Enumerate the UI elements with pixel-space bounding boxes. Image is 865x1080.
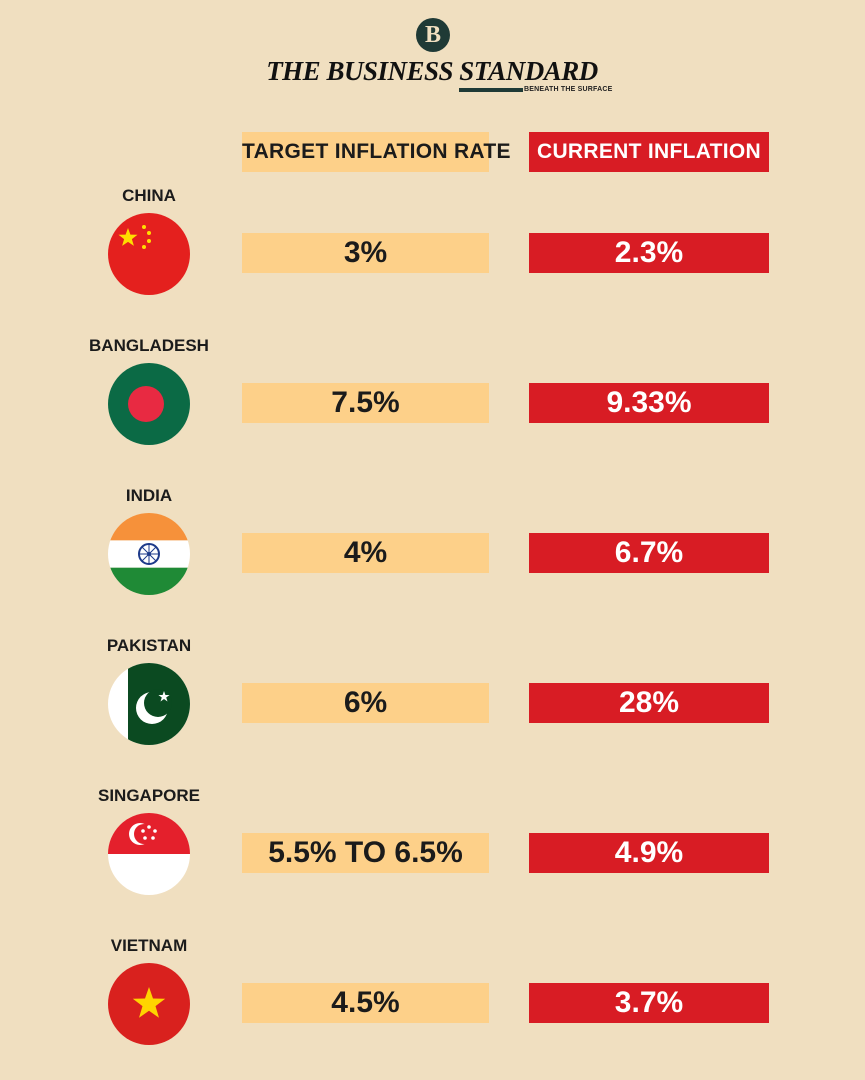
country-label-vietnam: VIETNAM — [110, 936, 188, 955]
column-header-target: TARGET INFLATION RATE — [242, 132, 510, 172]
current-value-china: 2.3% — [529, 233, 769, 273]
logo-title: THE BUSINESS STANDARD — [266, 56, 598, 86]
vietnam-flag-icon — [108, 963, 190, 1045]
current-value-singapore: 4.9% — [529, 833, 769, 873]
india-flag-icon — [108, 513, 190, 595]
logo-badge: B — [416, 18, 450, 52]
singapore-flag-icon — [108, 813, 190, 895]
current-value-bangladesh: 9.33% — [529, 383, 769, 423]
logo-tagline: BENEATH THE SURFACE — [524, 86, 613, 93]
target-value-china: 3% — [242, 233, 489, 273]
country-label-china: CHINA — [122, 186, 176, 205]
country-label-bangladesh: BANGLADESH — [89, 336, 209, 355]
current-value-india: 6.7% — [529, 533, 769, 573]
target-value-bangladesh: 7.5% — [242, 383, 489, 423]
target-value-pakistan: 6% — [242, 683, 489, 723]
bangladesh-flag-icon — [108, 363, 190, 445]
column-header-current: CURRENT INFLATION — [529, 132, 769, 172]
china-flag-icon — [108, 213, 190, 295]
target-value-vietnam: 4.5% — [242, 983, 489, 1023]
current-value-vietnam: 3.7% — [529, 983, 769, 1023]
country-label-pakistan: PAKISTAN — [106, 636, 192, 655]
country-label-india: INDIA — [125, 486, 173, 505]
current-value-pakistan: 28% — [529, 683, 769, 723]
country-label-singapore: SINGAPORE — [97, 786, 201, 805]
pakistan-flag-icon — [108, 663, 190, 745]
logo-bar — [459, 88, 523, 92]
target-value-india: 4% — [242, 533, 489, 573]
target-value-singapore: 5.5% TO 6.5% — [242, 833, 489, 873]
